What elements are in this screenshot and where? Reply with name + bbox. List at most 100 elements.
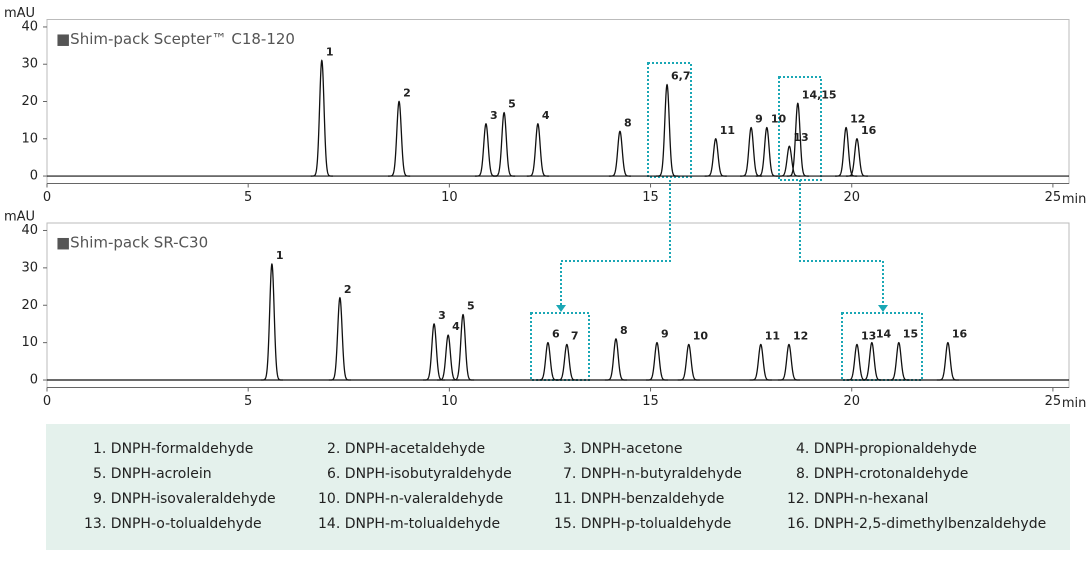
x-tick-label: 5 [244, 190, 252, 205]
peak [655, 83, 679, 177]
peak [645, 341, 669, 381]
peak-label: 2 [403, 87, 411, 100]
x-tick-label: 15 [642, 394, 659, 409]
x-tick-label: 10 [441, 190, 458, 205]
x-tick-label: 20 [843, 394, 860, 409]
peak [749, 343, 772, 381]
peak-label: 8 [624, 116, 632, 129]
x-tick-label: 25 [1045, 190, 1062, 205]
y-tick-label: 10 [21, 131, 38, 146]
peak [755, 126, 778, 177]
y-tick-label: 30 [21, 260, 38, 275]
peak-label: 14 [876, 328, 892, 341]
peak [423, 323, 446, 381]
peak [777, 343, 801, 381]
compound-name: 7. DNPH-n-butyraldehyde [563, 466, 742, 482]
peak [786, 102, 809, 177]
y-tick-label: 40 [21, 19, 38, 34]
compound-name: 5. DNPH-acrolein [93, 466, 212, 482]
x-tick-label: 0 [43, 394, 51, 409]
peak [474, 123, 498, 177]
x-tick-label: 15 [642, 190, 659, 205]
connector [560, 180, 671, 305]
y-tick-label: 40 [21, 223, 38, 238]
peak-label: 15 [903, 328, 918, 341]
compound-name: 9. DNPH-isovaleraldehyde [93, 491, 276, 507]
compound-name: 10. DNPH-n-valeraldehyde [318, 491, 503, 507]
peak [845, 343, 869, 381]
peak-label: 9 [661, 328, 669, 341]
peak-label: 14,15 [802, 88, 837, 101]
highlight-box [841, 312, 923, 381]
peak-label: 8 [620, 324, 628, 337]
peak [604, 338, 628, 381]
compound-name: 15. DNPH-p-tolualdehyde [554, 516, 731, 532]
compound-name: 8. DNPH-crotonaldehyde [796, 466, 968, 482]
peak [860, 341, 883, 381]
peak-label: 4 [542, 109, 550, 122]
x-tick-label: 0 [43, 190, 51, 205]
chart-title: ■Shim-pack Scepter™ C18-120 [56, 30, 295, 48]
peak [835, 126, 858, 177]
peak [260, 262, 283, 381]
x-axis-label: min [1062, 192, 1087, 207]
peak-label: 7 [571, 330, 579, 343]
peak-label: 6,7 [671, 70, 691, 83]
x-tick-label: 25 [1045, 394, 1062, 409]
peak-label: 2 [344, 283, 352, 296]
peak [451, 313, 475, 381]
highlight-box [530, 312, 590, 381]
peak [328, 296, 351, 381]
compound-name: 13. DNPH-o-tolualdehyde [84, 516, 262, 532]
x-axis-label: min [1062, 396, 1087, 411]
peak [526, 123, 549, 177]
compound-name: 16. DNPH-2,5-dimethylbenzaldehyde [787, 516, 1046, 532]
peak [310, 59, 333, 177]
y-tick-label: 0 [30, 373, 38, 388]
peak [778, 145, 801, 177]
peak-label: 16 [861, 124, 877, 137]
x-tick-label: 10 [441, 394, 458, 409]
peak-label: 1 [276, 249, 284, 262]
peak-label: 13 [861, 330, 876, 343]
compound-name: 12. DNPH-n-hexanal [787, 491, 928, 507]
peak-label: 16 [952, 328, 968, 341]
compound-name: 3. DNPH-acetone [563, 441, 683, 457]
legend-background [46, 424, 1070, 550]
peak-label: 10 [693, 330, 709, 343]
peak-label: 13 [793, 131, 808, 144]
peak-label: 6 [552, 328, 560, 341]
peak-label: 4 [452, 320, 460, 333]
peak-label: 3 [490, 109, 498, 122]
y-axis-label: mAU [4, 6, 35, 21]
compound-name: 14. DNPH-m-tolualdehyde [318, 516, 500, 532]
peak [493, 111, 516, 177]
connector [799, 180, 884, 305]
y-tick-label: 10 [21, 335, 38, 350]
peak [887, 341, 910, 381]
peak-label: 5 [508, 98, 516, 111]
peak [555, 343, 578, 381]
peak [845, 138, 869, 177]
y-tick-label: 20 [21, 94, 38, 109]
peak-label: 12 [850, 113, 865, 126]
x-tick-label: 5 [244, 394, 252, 409]
peak-label: 5 [467, 300, 475, 313]
compound-name: 6. DNPH-isobutyraldehyde [327, 466, 512, 482]
y-tick-label: 0 [30, 169, 38, 184]
peak-label: 11 [720, 124, 735, 137]
x-tick-label: 20 [843, 190, 860, 205]
peak-label: 3 [438, 309, 446, 322]
arrow-head [556, 305, 566, 312]
y-tick-label: 30 [21, 57, 38, 72]
peak-label: 1 [326, 46, 334, 59]
peak [608, 130, 632, 177]
peak [740, 126, 763, 177]
peak [936, 341, 959, 381]
chart-title: ■Shim-pack SR-C30 [56, 234, 208, 252]
compound-name: 2. DNPH-acetaldehyde [327, 441, 485, 457]
compound-name: 4. DNPH-propionaldehyde [796, 441, 977, 457]
peak [704, 138, 727, 177]
peak-label: 11 [765, 330, 780, 343]
